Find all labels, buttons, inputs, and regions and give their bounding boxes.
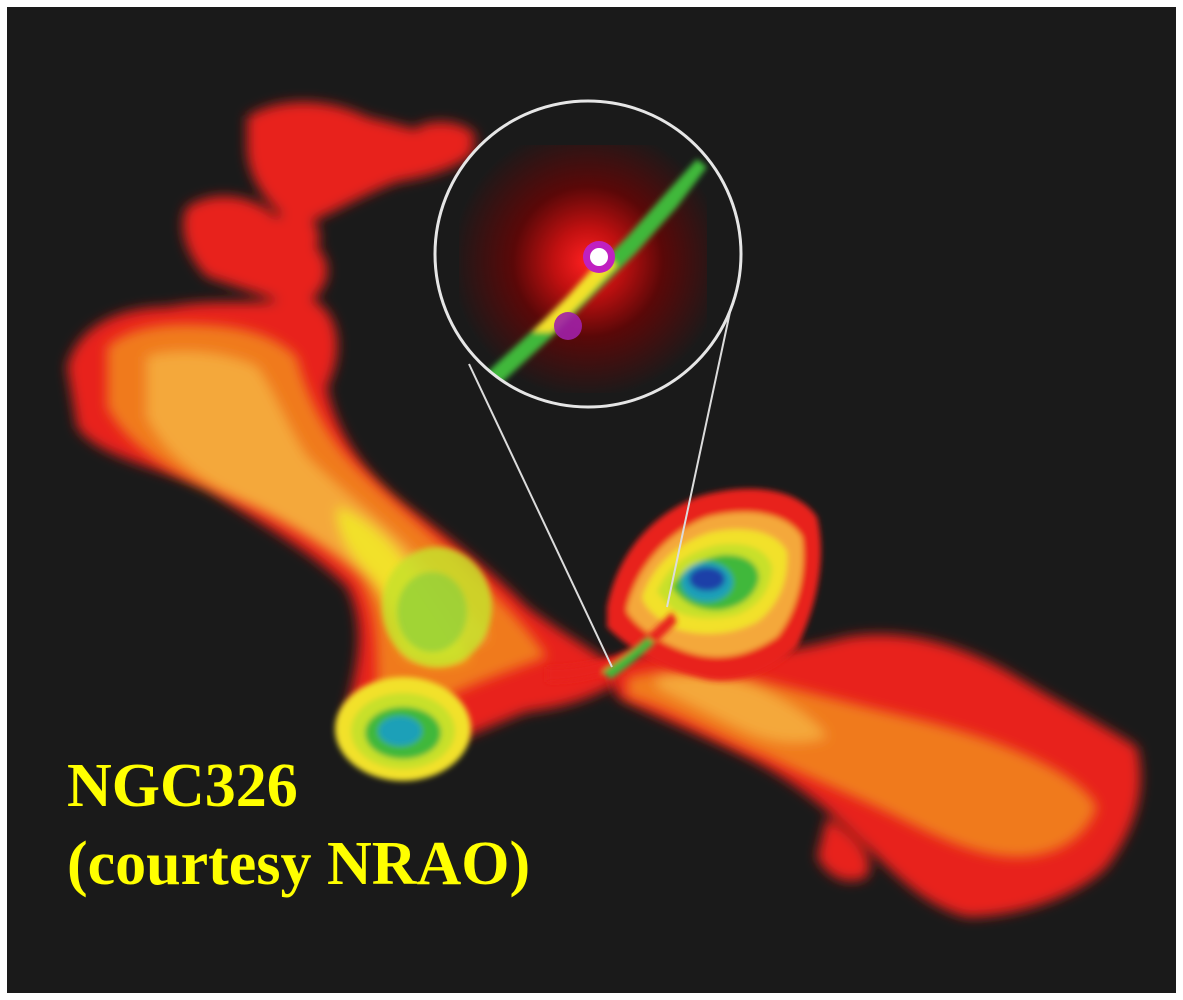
lower-left-hotspot [335,547,492,781]
image-caption: NGC326 (courtesy NRAO) [67,747,530,903]
radio-galaxy-image [67,99,1141,917]
caption-object-name: NGC326 [67,752,298,820]
caption-credit: (courtesy NRAO) [67,830,531,898]
lower-right-lobe-core [627,669,1097,857]
zoom-lines [468,311,731,668]
central-jet [547,612,677,682]
radio-image-panel: NGC326 (courtesy NRAO) [7,7,1176,993]
zoom-inset [433,99,743,409]
